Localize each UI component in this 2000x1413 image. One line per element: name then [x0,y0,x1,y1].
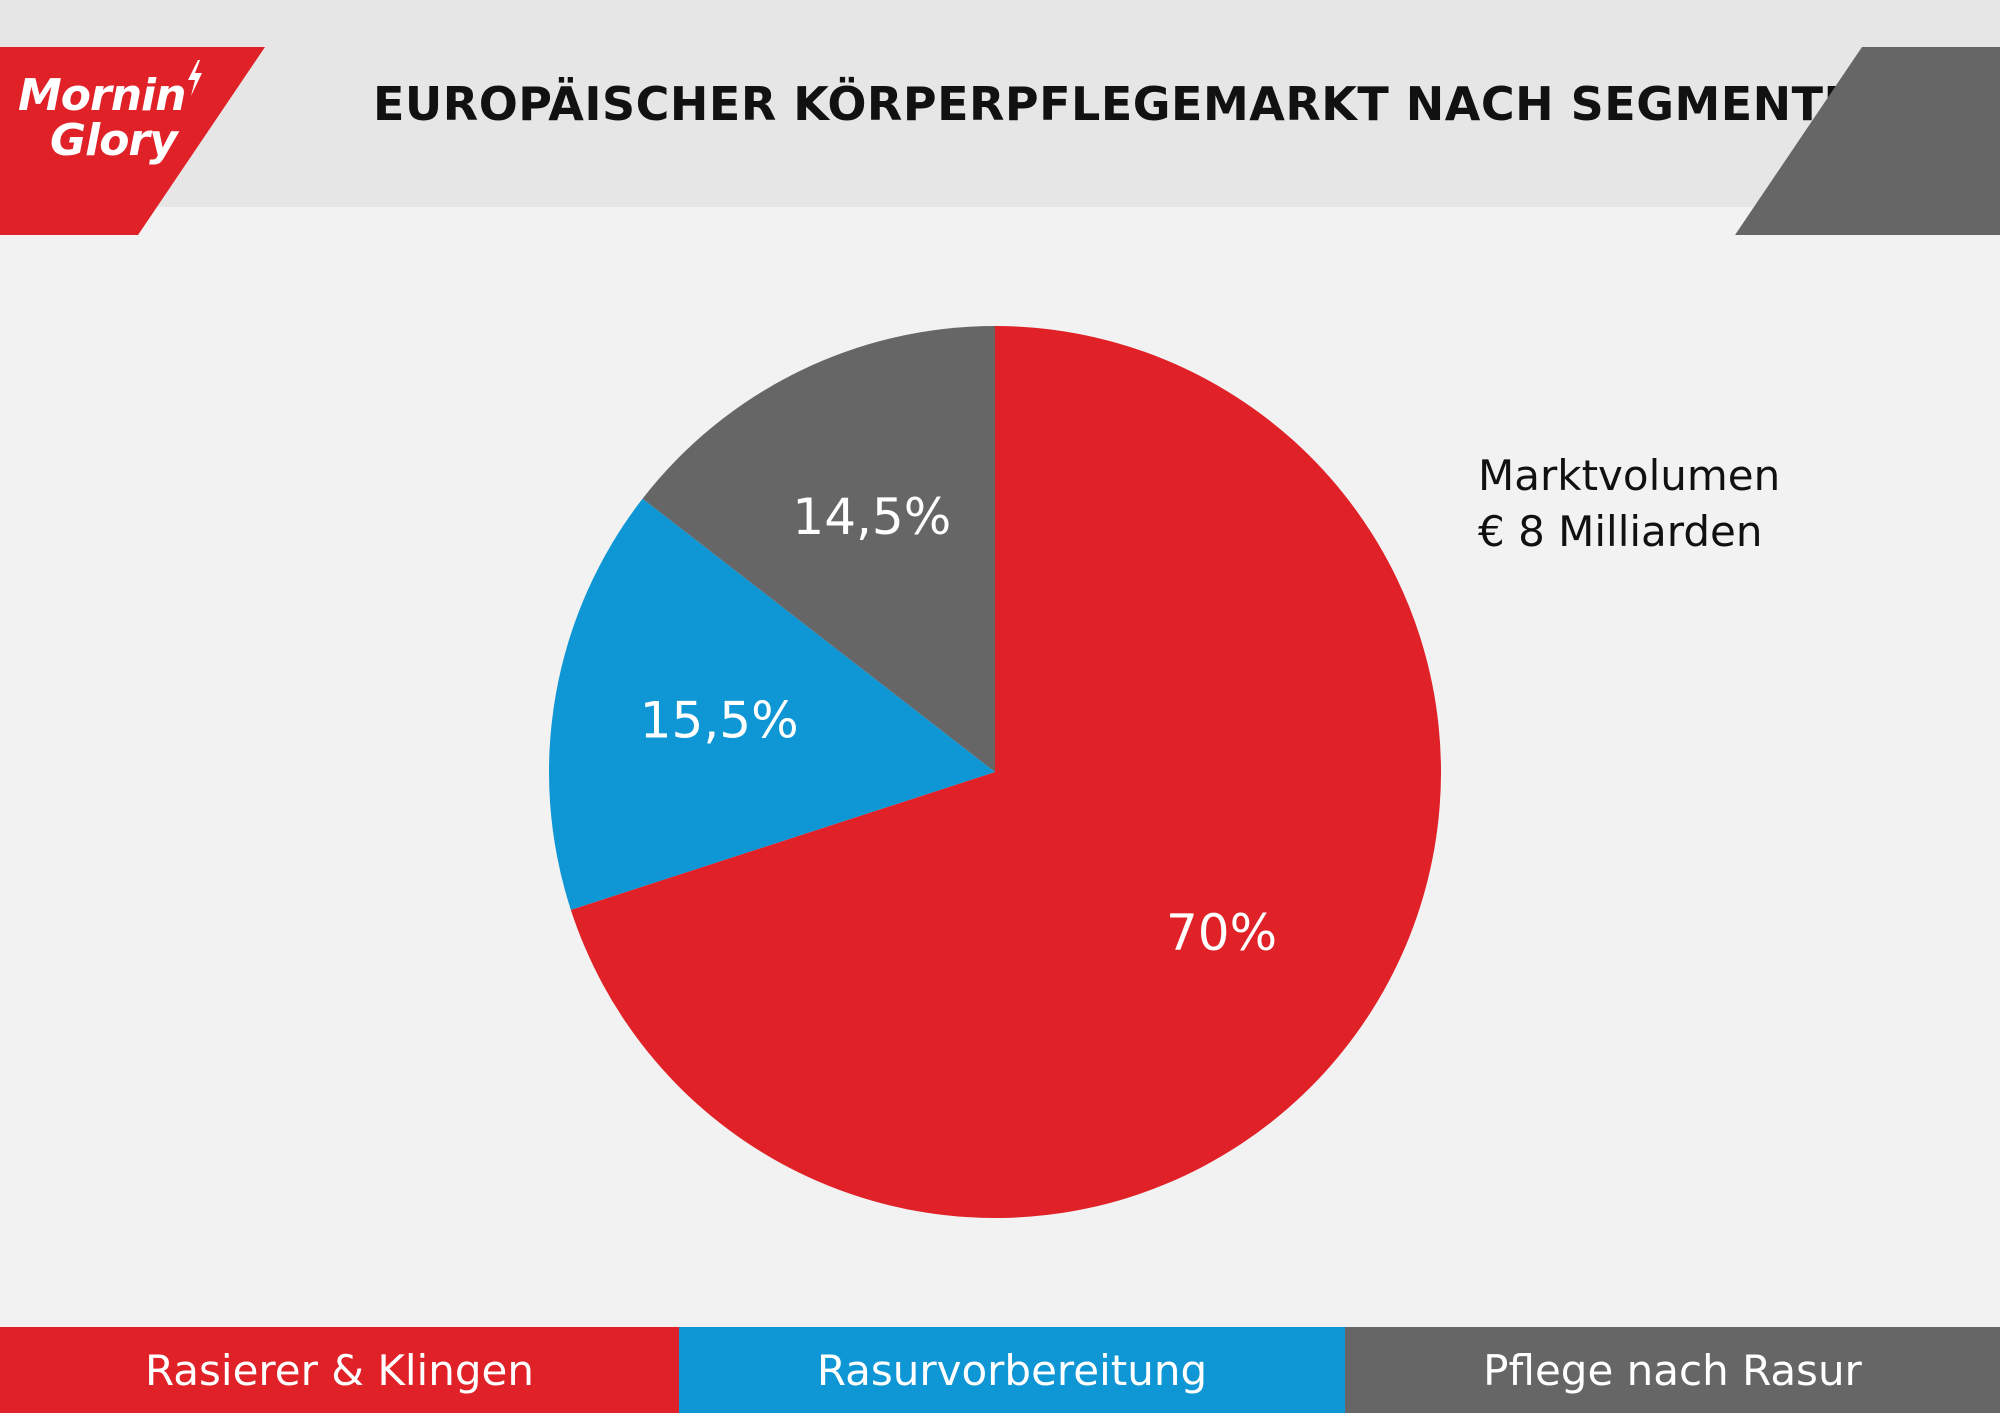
logo-background [0,47,265,235]
page-title: EUROPÄISCHER KÖRPERPFLEGEMARKT NACH SEGM… [373,77,1895,131]
pie-slice-2 [642,326,995,772]
market-volume-note: Marktvolumen € 8 Milliarden [1478,448,1780,560]
pie-slice-label-0: 70% [1166,904,1277,962]
header-band [0,0,2000,207]
pie-slice-label-2: 14,5% [792,488,951,546]
pie-labels: 70% 15,5% 14,5% [640,488,1277,962]
legend: Rasierer & Klingen Rasurvorbereitung Pfl… [0,1327,2000,1413]
legend-item-rasierer-klingen: Rasierer & Klingen [0,1327,679,1413]
pie-slices [549,326,1441,1218]
logo-text-line2: Glory [50,115,178,166]
corner-decoration [1735,47,2000,235]
lightning-bolt-icon [188,60,202,96]
logo-text-line1: Mornin [18,70,186,121]
pie-slice-0 [570,326,1441,1218]
market-volume-label: Marktvolumen [1478,451,1781,500]
legend-item-rasurvorbereitung: Rasurvorbereitung [679,1327,1345,1413]
legend-item-pflege-nach-rasur: Pflege nach Rasur [1345,1327,2000,1413]
pie-slice-1 [549,498,995,910]
pie-slice-label-1: 15,5% [640,691,799,749]
market-volume-value: € 8 Milliarden [1478,507,1763,556]
